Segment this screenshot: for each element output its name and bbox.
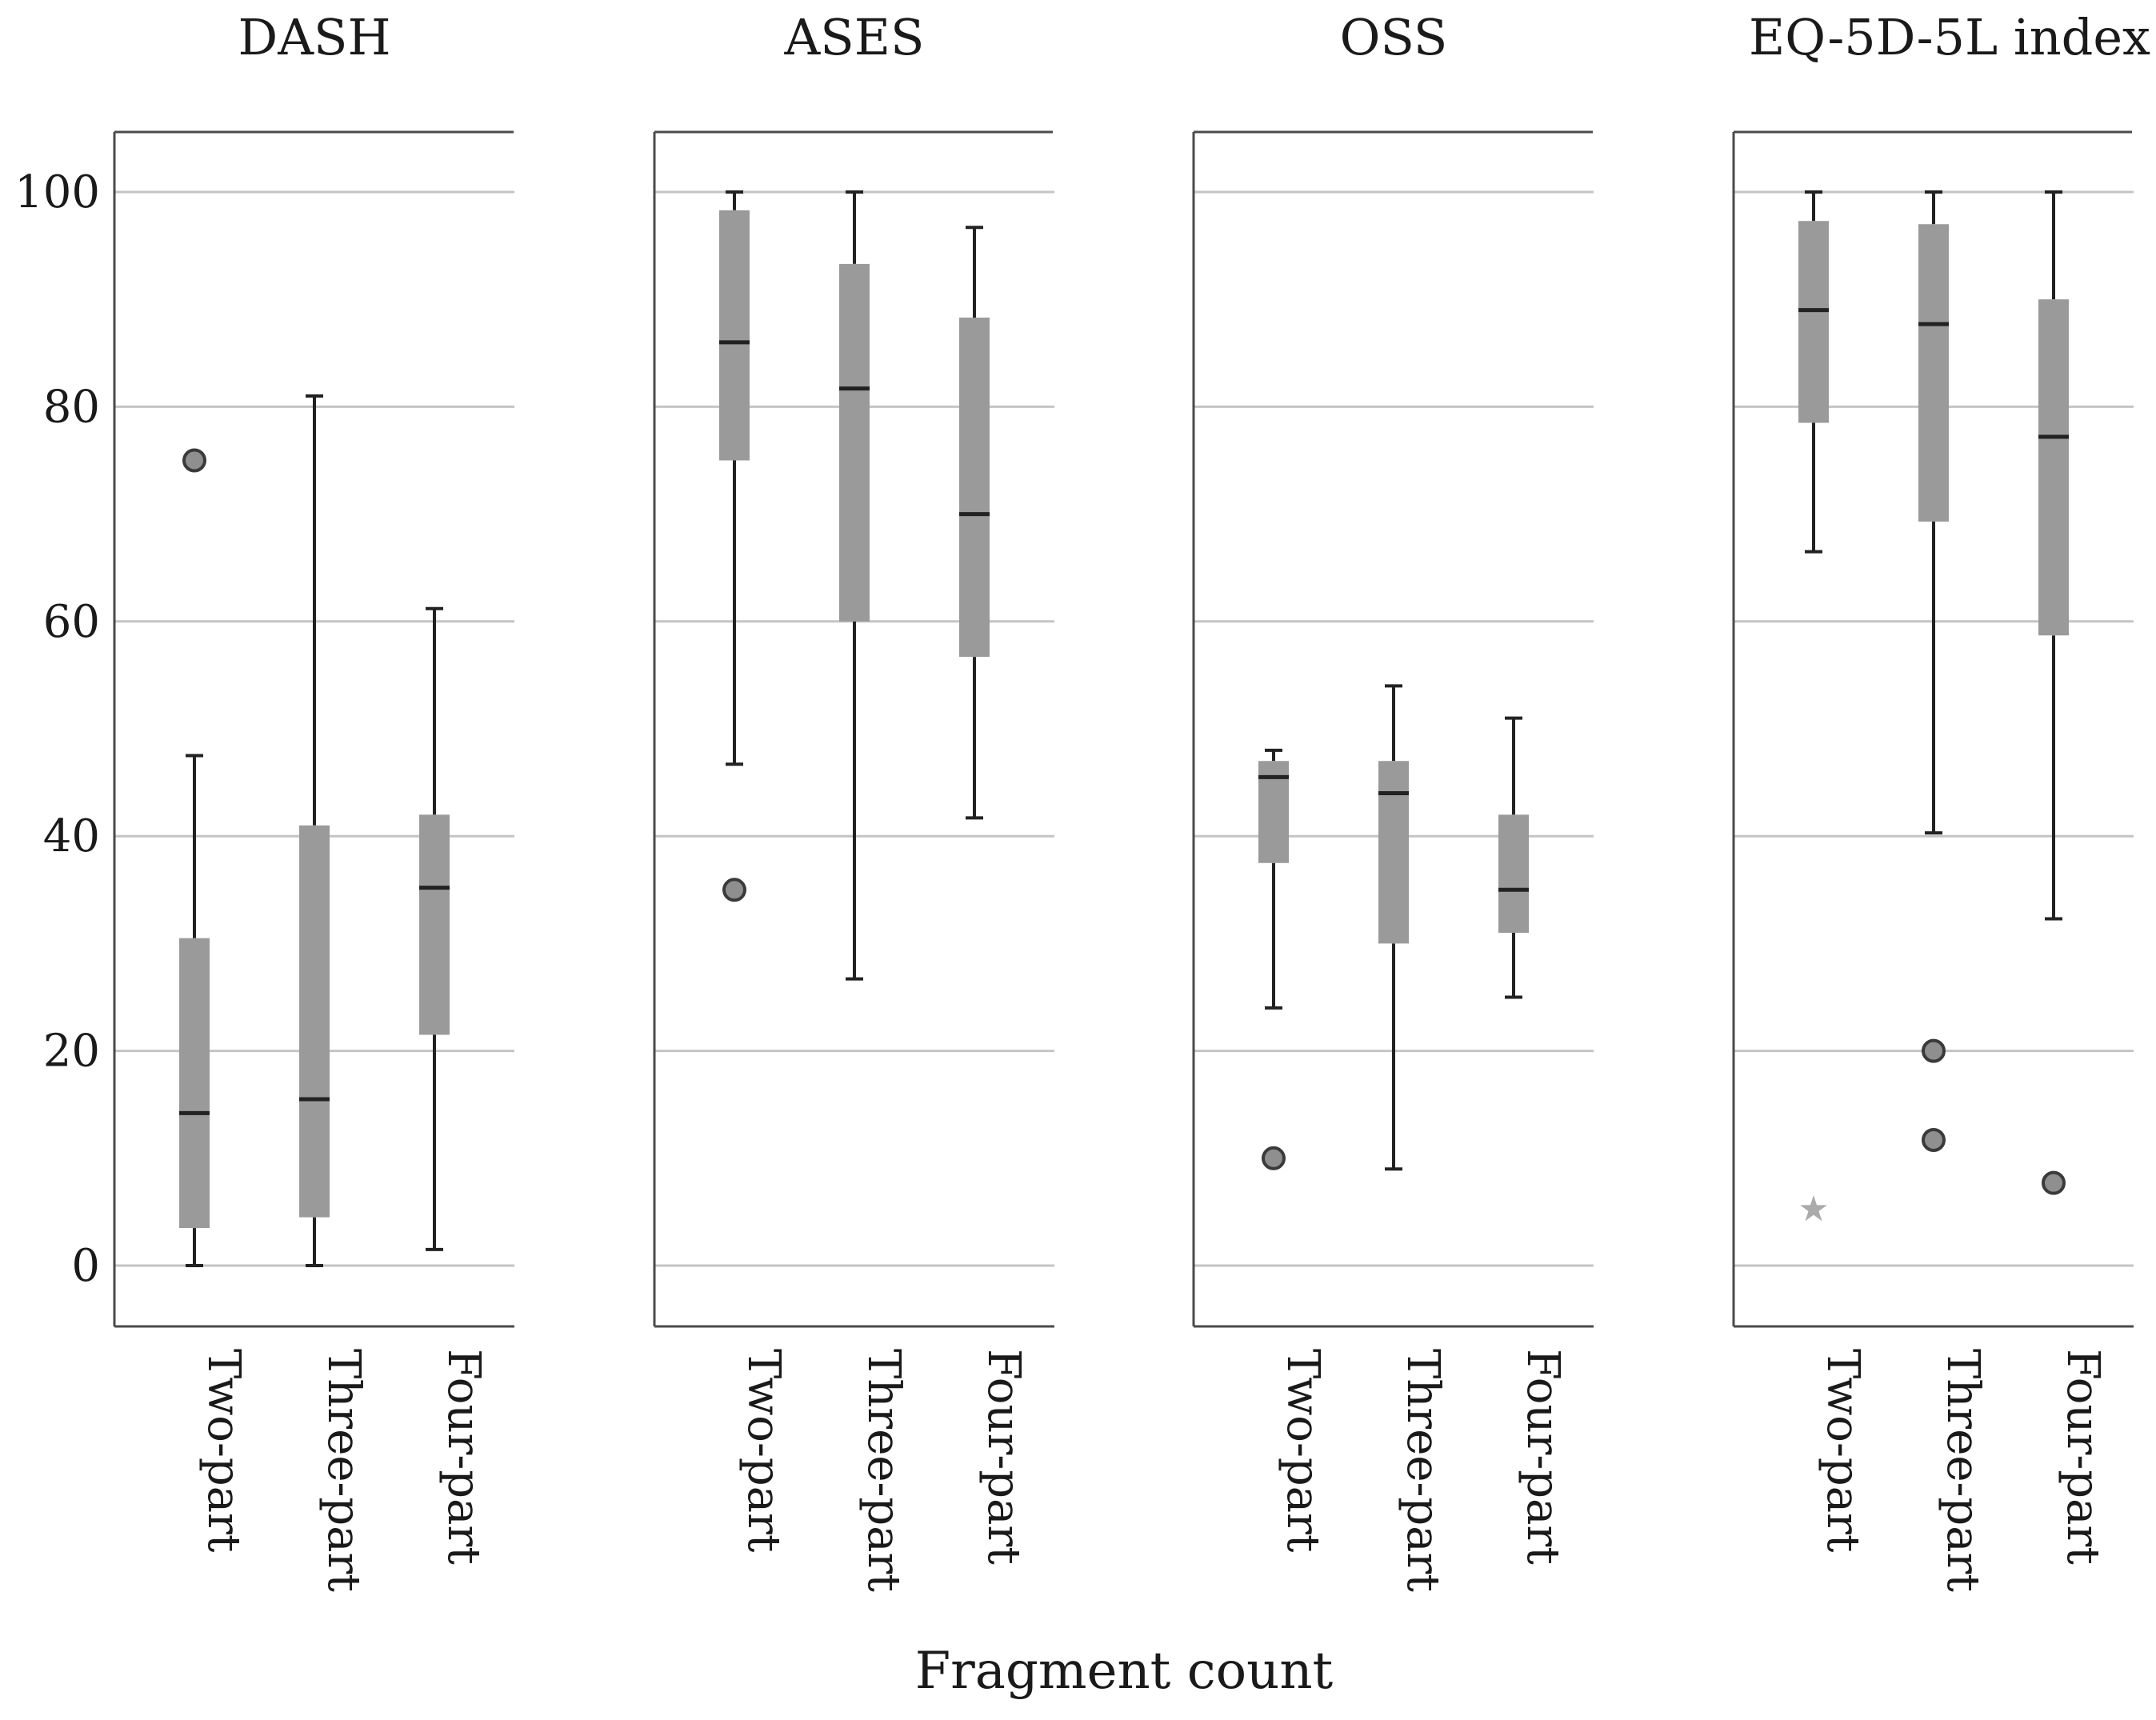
panel-title: EQ-5D-5L index xyxy=(1749,8,2150,66)
iqr-box xyxy=(839,263,870,622)
x-axis-title: Fragment count xyxy=(915,1642,1334,1701)
panel-ases: ASES Two-part Three-part Four-part xyxy=(653,8,1054,1592)
category-label-three-part: Three-part xyxy=(1937,1349,1989,1592)
iqr-box xyxy=(2038,299,2069,636)
y-tick-label-20: 20 xyxy=(43,1026,100,1078)
box-ases-two-part xyxy=(719,190,750,902)
panel-title: OSS xyxy=(1340,8,1448,66)
iqr-box xyxy=(1918,224,1949,522)
y-tick-label-80: 80 xyxy=(43,381,100,433)
y-tick-label-0: 0 xyxy=(71,1240,100,1292)
category-label-four-part: Four-part xyxy=(1517,1349,1569,1565)
outlier-point xyxy=(1922,1127,1946,1152)
iqr-box xyxy=(1498,814,1529,933)
category-label-four-part: Four-part xyxy=(438,1349,490,1565)
panel-oss: OSS Two-part Three-part Four-part xyxy=(1192,8,1594,1592)
panels-layer: 0 20 40 60 80 100 DASH Two-part Three-part Four-p… xyxy=(14,8,2150,1592)
iqr-box xyxy=(1798,221,1829,423)
box-dash-two-part xyxy=(179,448,210,1267)
category-label-four-part: Four-part xyxy=(978,1349,1030,1565)
category-label-three-part: Three-part xyxy=(858,1349,910,1592)
iqr-box xyxy=(1378,761,1409,944)
category-label-two-part: Two-part xyxy=(1277,1349,1329,1553)
outlier-point xyxy=(722,878,746,902)
outlier-point xyxy=(1262,1146,1286,1170)
box-dash-three-part xyxy=(299,394,330,1267)
panel-title: ASES xyxy=(784,8,925,66)
category-label-two-part: Two-part xyxy=(198,1349,250,1553)
outlier-point xyxy=(1922,1038,1946,1063)
iqr-box xyxy=(719,210,750,461)
box-eq-5d-5l-index-four-part xyxy=(2038,190,2069,1195)
box-eq-5d-5l-index-two-part: ★ xyxy=(1798,190,1830,1230)
panel-title: DASH xyxy=(238,8,390,66)
category-label-two-part: Two-part xyxy=(1817,1349,1869,1553)
category-label-four-part: Four-part xyxy=(2057,1349,2109,1565)
y-tick-label-100: 100 xyxy=(14,166,100,218)
box-ases-four-part xyxy=(959,226,990,820)
category-label-two-part: Two-part xyxy=(738,1349,790,1553)
box-eq-5d-5l-index-three-part xyxy=(1918,190,1949,1152)
y-tick-label-60: 60 xyxy=(43,596,100,648)
iqr-box xyxy=(299,825,330,1218)
outlier-point xyxy=(2042,1170,2066,1195)
outlier-point xyxy=(182,448,206,473)
panel-dash: DASH Two-part Three-part Four-part xyxy=(113,8,514,1592)
box-ases-three-part xyxy=(839,190,870,981)
box-oss-two-part xyxy=(1258,748,1289,1170)
iqr-box xyxy=(419,814,450,1035)
box-oss-three-part xyxy=(1378,684,1409,1171)
y-tick-label-40: 40 xyxy=(43,810,100,862)
iqr-box xyxy=(959,318,990,658)
extreme-point: ★ xyxy=(1798,1189,1829,1230)
box-oss-four-part xyxy=(1498,716,1529,999)
iqr-box xyxy=(179,938,210,1229)
category-label-three-part: Three-part xyxy=(1397,1349,1449,1592)
panel-eq-5d-5l-index: EQ-5D-5L index ★ Two-part Three-part Four-pa… xyxy=(1732,8,2150,1592)
box-dash-four-part xyxy=(419,606,450,1251)
category-label-three-part: Three-part xyxy=(318,1349,370,1592)
